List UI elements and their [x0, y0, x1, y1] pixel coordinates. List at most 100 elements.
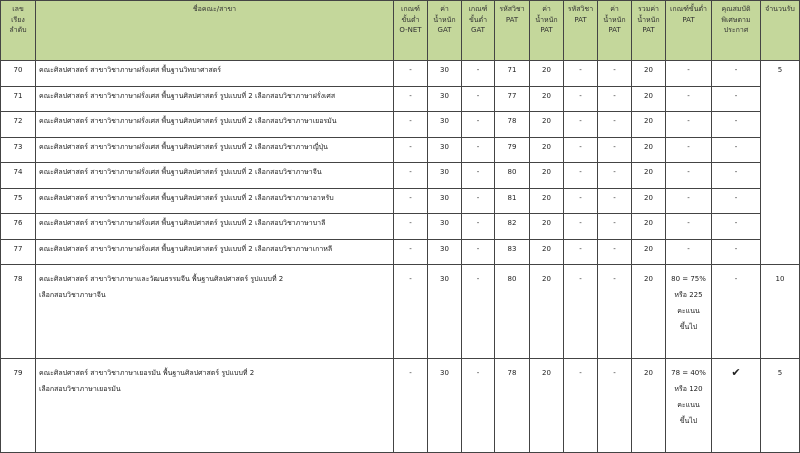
cell-gat-min: -	[461, 111, 495, 138]
header-line: PAT	[682, 15, 695, 24]
pat-min-line: -	[687, 168, 690, 176]
cell-pat-min: -	[665, 162, 712, 189]
cell-gat-w: 30	[427, 162, 462, 189]
column-header: รวมค่า น้ำหนัก PAT	[631, 0, 666, 61]
cell-gat-w: 30	[427, 187, 462, 214]
header-line: รหัสวิชา	[499, 5, 525, 13]
header-line: รหัสวิชา	[567, 5, 594, 13]
cell-pat-w: 20	[529, 358, 564, 453]
cell-gat-min: -	[461, 238, 495, 265]
cell-pat-code: 78	[494, 358, 530, 453]
cell-pat-code2: -	[563, 213, 598, 240]
header-line: PAT	[505, 15, 519, 24]
pat-min-line: 80 = 75%	[671, 275, 706, 283]
cell-pat-code2: -	[563, 187, 598, 214]
table-row: 76 คณะศิลปศาสตร์ สาขาวิชาภาษาฝรั่งเศส พื้…	[0, 213, 800, 240]
program-name-line: คณะศิลปศาสตร์ สาขาวิชาภาษาฝรั่งเศส พื้นฐ…	[39, 117, 337, 125]
cell-pat-w2: -	[597, 162, 632, 189]
program-name-line: เลือกสอบวิชาภาษาเยอรมัน	[39, 385, 121, 393]
header-line: ค่า	[440, 5, 449, 13]
row-number: 79	[0, 358, 36, 453]
program-name-line: คณะศิลปศาสตร์ สาขาวิชาภาษาฝรั่งเศส พื้นฐ…	[39, 91, 336, 100]
cell-pat-min: 78 = 40% หรือ 120 คะแนน ขึ้นไป	[665, 358, 712, 453]
pat-min-line: -	[687, 142, 690, 151]
cell-pat-code: 80	[494, 264, 530, 359]
header-line: PAT	[642, 26, 655, 34]
cell-pat-w: 20	[529, 238, 564, 265]
table-row: 72 คณะศิลปศาสตร์ สาขาวิชาภาษาฝรั่งเศส พื้…	[0, 111, 800, 138]
cell-pat-code: 80	[494, 162, 530, 189]
program-name-line: คณะศิลปศาสตร์ สาขาวิชาภาษาฝรั่งเศส พื้นฐ…	[39, 193, 334, 202]
row-number: 70	[0, 60, 36, 87]
cell-total: 20	[631, 187, 666, 214]
pat-min-line: หรือ 225	[674, 291, 703, 299]
program-name: คณะศิลปศาสตร์ สาขาวิชาภาษาเยอรมัน พื้นฐา…	[35, 358, 394, 453]
header-line: ขั้นต่ำ	[401, 15, 420, 24]
header-line: PAT	[574, 15, 587, 24]
program-name-line: คณะศิลปศาสตร์ สาขาวิชาภาษาฝรั่งเศส พื้นฐ…	[39, 168, 322, 176]
cell-pat-w: 20	[529, 187, 564, 214]
cell-gat-w: 30	[427, 85, 462, 112]
cell-quota: 5	[760, 60, 800, 265]
cell-pat-code2: -	[563, 136, 598, 163]
cell-onet: -	[393, 162, 428, 189]
cell-total: 20	[631, 213, 666, 240]
cell-special: -	[711, 60, 761, 87]
table-row: 74 คณะศิลปศาสตร์ สาขาวิชาภาษาฝรั่งเศส พื้…	[0, 162, 800, 189]
cell-gat-min: -	[461, 213, 495, 240]
column-header: เกณฑ์ ขั้นต่ำ GAT	[461, 0, 495, 61]
program-name: คณะศิลปศาสตร์ สาขาวิชาภาษาฝรั่งเศส พื้นฐ…	[35, 136, 394, 163]
pat-min-line: -	[687, 219, 690, 227]
cell-special: -	[711, 136, 761, 163]
pat-min-line: คะแนน	[677, 307, 700, 315]
cell-onet: -	[393, 238, 428, 265]
header-line: เกณฑ์ขั้นต่ำ	[670, 5, 707, 13]
pat-min-line: -	[687, 66, 690, 74]
cell-onet: -	[393, 358, 428, 453]
cell-gat-w: 30	[427, 111, 462, 138]
cell-pat-code2: -	[563, 162, 598, 189]
cell-total: 20	[631, 136, 666, 163]
cell-pat-min: -	[665, 238, 712, 265]
check-mark-icon: ✔	[711, 358, 761, 453]
cell-total: 20	[631, 358, 666, 453]
cell-onet: -	[393, 264, 428, 359]
header-line: PAT	[540, 26, 553, 34]
header-line: เลข	[12, 5, 24, 13]
header-line: น้ำหนัก	[535, 15, 558, 24]
program-name-line: เลือกสอบวิชาภาษาจีน	[39, 291, 106, 299]
cell-onet: -	[393, 111, 428, 138]
row-number: 75	[0, 187, 36, 214]
cell-pat-code: 81	[494, 187, 530, 214]
cell-special: -	[711, 238, 761, 265]
row-number: 71	[0, 85, 36, 112]
cell-total: 20	[631, 111, 666, 138]
cell-pat-code2: -	[563, 111, 598, 138]
cell-special: -	[711, 264, 761, 359]
cell-gat-w: 30	[427, 60, 462, 87]
cell-pat-code: 82	[494, 213, 530, 240]
cell-gat-min: -	[461, 187, 495, 214]
cell-pat-w2: -	[597, 60, 632, 87]
cell-pat-w: 20	[529, 85, 564, 112]
cell-onet: -	[393, 213, 428, 240]
header-line: เกณฑ์	[401, 5, 420, 13]
header-line: จำนวนรับ	[765, 5, 795, 13]
program-name-line: คณะศิลปศาสตร์ สาขาวิชาภาษาฝรั่งเศส พื้นฐ…	[39, 244, 333, 253]
row-number: 74	[0, 162, 36, 189]
cell-gat-min: -	[461, 85, 495, 112]
cell-pat-w2: -	[597, 111, 632, 138]
cell-pat-code2: -	[563, 238, 598, 265]
table-row: 71 คณะศิลปศาสตร์ สาขาวิชาภาษาฝรั่งเศส พื้…	[0, 85, 800, 112]
program-name-line: คณะศิลปศาสตร์ สาขาวิชาภาษาและวัฒนธรรมจีน…	[39, 275, 284, 283]
cell-gat-w: 30	[427, 358, 462, 453]
pat-min-line: -	[687, 91, 690, 100]
cell-pat-code: 83	[494, 238, 530, 265]
header-line: GAT	[437, 26, 452, 34]
cell-pat-min: -	[665, 111, 712, 138]
cell-pat-w2: -	[597, 358, 632, 453]
program-name-line: คณะศิลปศาสตร์ สาขาวิชาภาษาฝรั่งเศส พื้นฐ…	[39, 219, 326, 227]
cell-total: 20	[631, 85, 666, 112]
header-line: พิเศษตาม	[721, 15, 751, 24]
pat-min-line: 78 = 40%	[671, 369, 706, 377]
